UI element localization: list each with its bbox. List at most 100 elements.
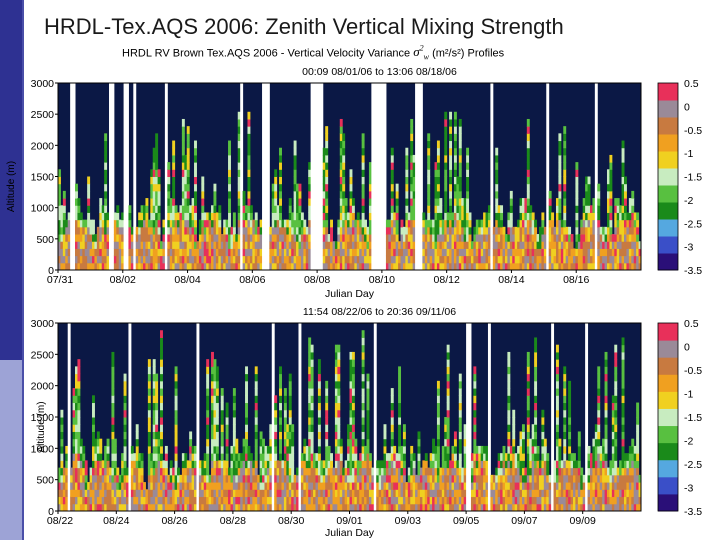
heatmap-cell (534, 482, 538, 490)
heatmap-cell (368, 219, 372, 228)
heatmap-cell (568, 380, 572, 389)
heatmap-cell (439, 503, 443, 512)
heatmap-cell (388, 482, 392, 490)
heatmap-cell (446, 366, 450, 375)
heatmap-cell (296, 482, 299, 490)
heatmap-cell (587, 190, 591, 199)
heatmap-cell (152, 154, 156, 163)
colorbar-tick-label: 0.5 (684, 318, 699, 330)
heatmap-cell (254, 226, 258, 235)
heatmap-cell (412, 496, 416, 505)
heatmap-cell (582, 496, 586, 505)
heatmap-cell (220, 496, 224, 505)
heatmap-cell (186, 147, 190, 156)
heatmap-cell (519, 445, 523, 454)
heatmap-cell (169, 255, 173, 264)
heatmap-cell (487, 212, 491, 221)
heatmap-cell (172, 190, 176, 199)
heatmap-cell (490, 474, 494, 483)
heatmap-cell (274, 431, 278, 440)
heatmap-cell (245, 409, 248, 418)
heatmap-cell (366, 409, 370, 418)
heatmap-cell (150, 262, 154, 271)
heatmap-cell (412, 219, 416, 228)
heatmap-cell (628, 241, 632, 249)
heatmap-cell (242, 482, 246, 490)
heatmap-cell (558, 482, 562, 490)
heatmap-cell (330, 262, 333, 271)
colorbar-tick-label: 0.5 (684, 78, 699, 90)
heatmap-cell (155, 489, 159, 498)
heatmap-cell (504, 234, 508, 242)
heatmap-cell (337, 226, 341, 235)
heatmap-cell (111, 402, 115, 411)
heatmap-cell (512, 489, 516, 498)
x-tick-label: 08/30 (278, 515, 304, 527)
heatmap-cell (257, 474, 261, 483)
heatmap-cell (327, 467, 331, 476)
heatmap-cell (79, 482, 83, 490)
heatmap-cell (398, 241, 402, 249)
heatmap-cell (616, 262, 620, 271)
heatmap-cell (177, 503, 180, 512)
heatmap-cell (594, 445, 598, 454)
heatmap-cell (519, 226, 523, 235)
heatmap-cell (99, 474, 103, 483)
y-tick-label: 1000 (31, 203, 55, 215)
heatmap-cell (288, 460, 292, 469)
heatmap-cell (623, 474, 627, 483)
heatmap-cell (563, 205, 567, 213)
heatmap-cell (558, 219, 562, 228)
heatmap-cell (444, 226, 448, 235)
heatmap-cell (546, 503, 550, 512)
heatmap-cell (577, 248, 581, 257)
heatmap-cell (240, 460, 244, 469)
heatmap-cell (211, 453, 214, 461)
heatmap-cell (145, 219, 149, 228)
colorbar-swatch (658, 185, 678, 203)
heatmap-cell (186, 248, 190, 257)
heatmap-cell (184, 474, 188, 483)
colorbar-swatch (658, 236, 678, 254)
heatmap-cell (215, 255, 219, 264)
heatmap-cell (609, 198, 613, 206)
heatmap-cell (305, 482, 309, 490)
heatmap-cell (361, 438, 365, 447)
heatmap-cell (254, 417, 258, 425)
heatmap-cell (99, 453, 103, 461)
heatmap-cell (616, 219, 620, 228)
heatmap-cell (614, 248, 618, 257)
heatmap-cell (483, 467, 487, 476)
heatmap-cell (150, 503, 154, 512)
heatmap-cell (621, 431, 625, 440)
heatmap-cell (366, 262, 370, 271)
heatmap-cell (400, 482, 404, 490)
heatmap-cell (58, 474, 61, 483)
heatmap-cell (293, 474, 297, 483)
heatmap-cell (201, 226, 205, 235)
heatmap-cell (181, 198, 185, 206)
heatmap-cell (189, 489, 193, 498)
heatmap-cell (201, 176, 205, 185)
heatmap-cell (303, 226, 307, 235)
heatmap-cell (330, 453, 333, 461)
heatmap-cell (164, 460, 168, 469)
heatmap-cell (160, 489, 163, 498)
heatmap-cell (198, 474, 202, 483)
heatmap-cell (388, 219, 392, 228)
heatmap-cell (84, 255, 88, 264)
heatmap-cell (145, 496, 149, 505)
heatmap-cell (104, 460, 108, 469)
heatmap-cell (140, 255, 144, 264)
heatmap-cell (580, 219, 584, 228)
heatmap-cell (458, 147, 462, 156)
heatmap-cell (330, 503, 333, 512)
heatmap-cell (361, 373, 365, 382)
heatmap-cell (308, 344, 312, 353)
heatmap-cell (633, 234, 637, 242)
heatmap-cell (361, 162, 365, 170)
heatmap-cell (526, 140, 530, 149)
heatmap-cell (82, 474, 86, 483)
heatmap-cell (65, 226, 69, 235)
heatmap-cell (487, 205, 491, 213)
